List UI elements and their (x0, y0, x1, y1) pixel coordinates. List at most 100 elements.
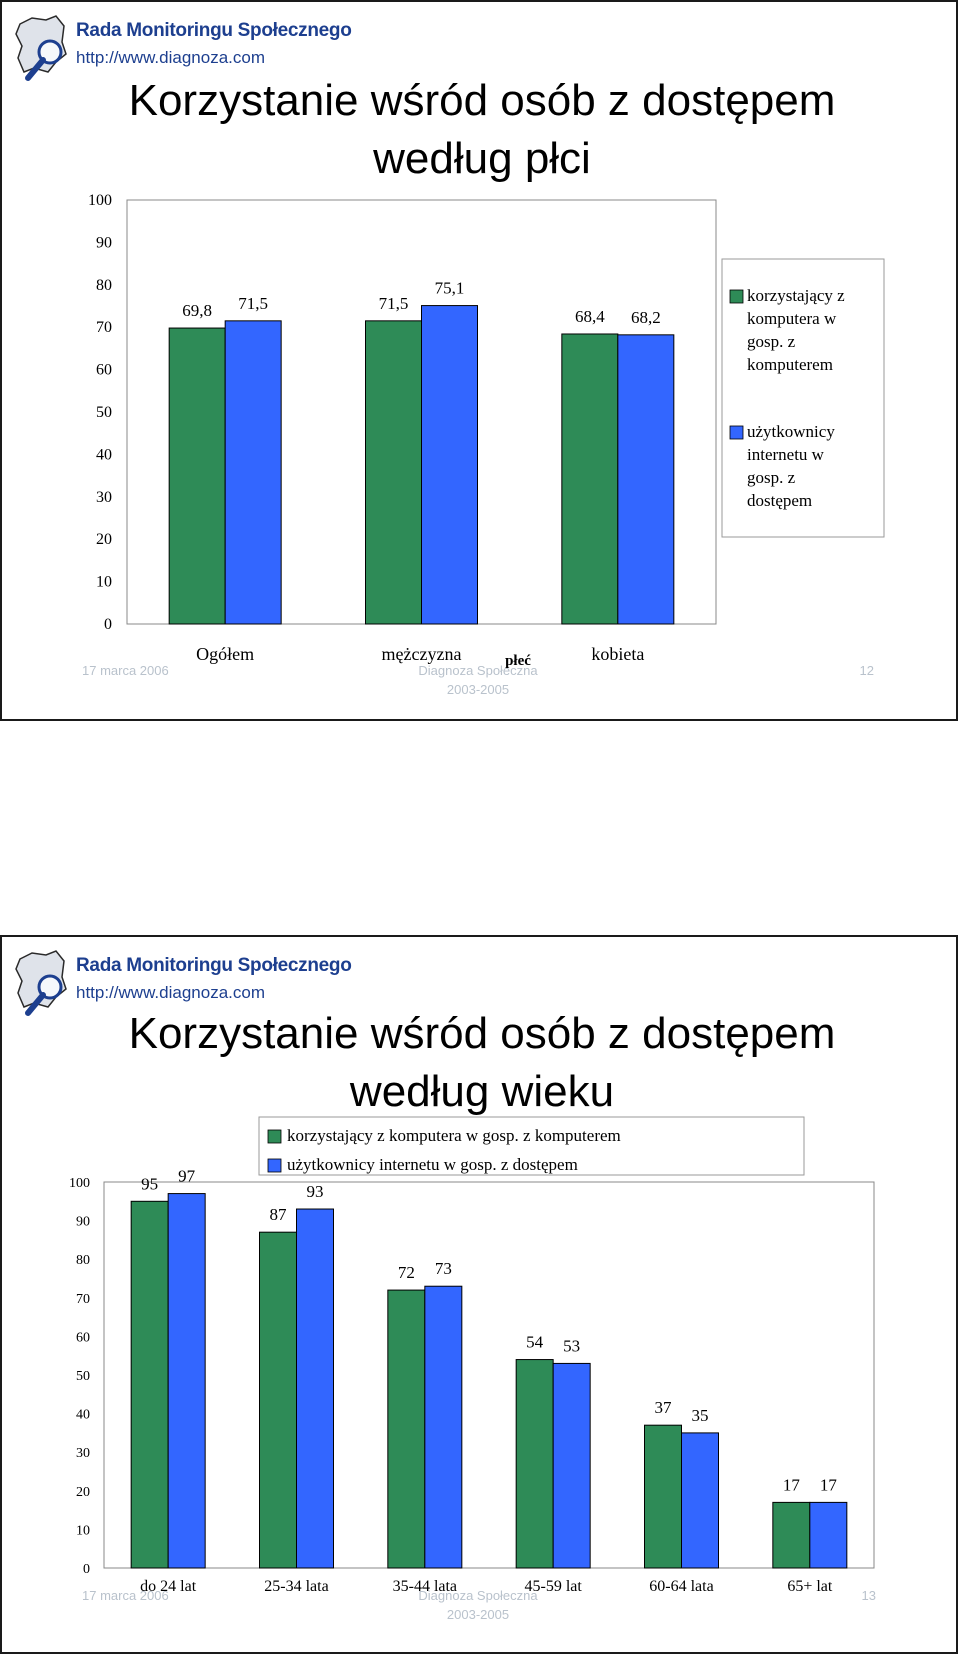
bar-internet (421, 305, 478, 625)
data-label: 68,4 (575, 307, 605, 326)
data-label: 75,1 (435, 279, 465, 298)
bar-computer (772, 1501, 811, 1569)
logo-url: http://www.diagnoza.com (76, 48, 265, 67)
footer-center-line-2: 2003-2005 (447, 682, 509, 697)
data-label: 72 (398, 1263, 415, 1282)
slide-gender: Rada Monitoringu Społecznego http://www.… (0, 0, 958, 721)
page-title: Korzystanie wśród osób z dostępem według… (62, 72, 902, 188)
data-label: 69,8 (182, 301, 212, 320)
y-tick-label: 70 (76, 1292, 90, 1307)
data-label: 71,5 (238, 294, 268, 313)
footer-center-line-1: Diagnoza Społeczna (418, 1588, 538, 1603)
data-label: 73 (435, 1259, 452, 1278)
y-tick-label: 40 (76, 1408, 90, 1423)
legend-box (258, 1116, 805, 1176)
y-tick-label: 20 (96, 531, 112, 548)
x-tick-label: kobieta (591, 644, 644, 664)
bar-internet (681, 1432, 719, 1569)
legend-label-computer: korzystający z komputera w gosp. z kompu… (287, 1126, 621, 1145)
bar-computer (168, 327, 226, 625)
y-tick-label: 10 (96, 574, 112, 591)
legend-swatch-internet (729, 425, 744, 440)
page-title: Korzystanie wśród osób z dostępem według… (62, 1005, 902, 1121)
legend-swatch-computer (729, 289, 744, 304)
logo-title: Rada Monitoringu Społecznego (76, 955, 352, 976)
bar-computer (515, 1359, 554, 1569)
data-label: 97 (178, 1167, 196, 1186)
y-tick-label: 80 (76, 1253, 90, 1268)
bar-internet (552, 1362, 591, 1569)
y-tick-label: 60 (96, 362, 112, 379)
bar-computer (387, 1289, 426, 1569)
logo: Rada Monitoringu Społecznego http://www.… (12, 947, 352, 1019)
x-tick-label: Ogółem (196, 644, 254, 664)
legend-swatch-computer (267, 1129, 282, 1144)
bar-computer (130, 1200, 169, 1569)
x-tick-label: 35-44 lata (393, 1578, 457, 1595)
x-tick-label: 60-64 lata (649, 1578, 713, 1595)
y-tick-label: 40 (96, 446, 112, 463)
legend-box (721, 258, 885, 538)
footer-center-line-1: Diagnoza Społeczna (418, 663, 538, 678)
data-label: 17 (820, 1475, 838, 1494)
y-tick-label: 100 (88, 192, 112, 209)
bar-internet (424, 1285, 463, 1569)
data-label: 87 (270, 1205, 288, 1224)
bar-computer (259, 1231, 297, 1569)
x-tick-label: mężczyzna (382, 644, 462, 664)
plot-area (103, 1181, 875, 1569)
bar-internet (167, 1193, 206, 1569)
x-tick-label: 25-34 lata (264, 1578, 328, 1595)
data-label: 95 (141, 1174, 158, 1193)
data-label: 17 (783, 1475, 801, 1494)
title-line-1: Korzystanie wśród osób z dostępem (128, 1009, 836, 1058)
legend-label-internet: użytkownicy internetu w gosp. z dostępem (747, 422, 839, 510)
y-tick-label: 50 (76, 1369, 90, 1384)
y-tick-label: 0 (104, 616, 112, 633)
y-tick-label: 90 (76, 1215, 90, 1230)
footer-center-line-2: 2003-2005 (447, 1607, 509, 1622)
data-label: 54 (526, 1333, 544, 1352)
legend-label-computer: korzystający z komputera w gosp. z kompu… (747, 286, 849, 374)
data-label: 68,2 (631, 308, 661, 327)
logo-title: Rada Monitoringu Społecznego (76, 20, 352, 41)
title-line-2: według płci (373, 134, 591, 183)
bar-computer (561, 333, 619, 625)
data-label: 71,5 (379, 294, 409, 313)
legend-label-internet: użytkownicy internetu w gosp. z dostępem (287, 1155, 578, 1174)
y-tick-label: 70 (96, 319, 112, 336)
poland-map-magnifier-icon (15, 950, 67, 1016)
x-axis-title: płeć (505, 653, 531, 669)
y-tick-label: 0 (83, 1562, 90, 1577)
y-tick-label: 30 (96, 489, 112, 506)
x-tick-label: 45-59 lat (525, 1578, 583, 1595)
data-label: 35 (692, 1406, 709, 1425)
y-tick-label: 90 (96, 234, 112, 251)
poland-map-magnifier-icon (15, 15, 67, 81)
title-line-2: według wieku (349, 1067, 615, 1116)
logo: Rada Monitoringu Społecznego http://www.… (12, 12, 352, 84)
bar-internet (617, 334, 675, 625)
x-tick-label: 65+ lat (787, 1578, 833, 1595)
age-bar-chart: 0 10 20 30 40 50 60 70 80 90 100 do 24 lat 25-34 lat… (69, 1116, 876, 1622)
gender-bar-chart: 0 10 20 30 40 50 60 70 80 90 100 Ogółem mężczyzna kob… (82, 192, 885, 697)
legend-swatch-internet (267, 1158, 282, 1173)
data-label: 93 (307, 1182, 324, 1201)
bar-internet (224, 320, 282, 625)
y-tick-label: 20 (76, 1485, 90, 1500)
bar-computer (365, 320, 422, 625)
y-tick-label: 30 (76, 1446, 90, 1461)
slide-age: Rada Monitoringu Społecznego http://www.… (0, 935, 958, 1654)
data-label: 53 (563, 1336, 580, 1355)
bar-internet (296, 1208, 334, 1569)
y-tick-label: 50 (96, 404, 112, 421)
footer-page-number: 13 (862, 1588, 876, 1603)
y-tick-label: 60 (76, 1330, 90, 1345)
y-tick-label: 10 (76, 1523, 90, 1538)
bar-computer (644, 1424, 682, 1569)
footer-date: 17 marca 2006 (82, 663, 169, 678)
title-line-1: Korzystanie wśród osób z dostępem (128, 76, 836, 125)
x-tick-label: do 24 lat (140, 1578, 197, 1595)
data-label: 37 (655, 1398, 673, 1417)
footer-date: 17 marca 2006 (82, 1588, 169, 1603)
